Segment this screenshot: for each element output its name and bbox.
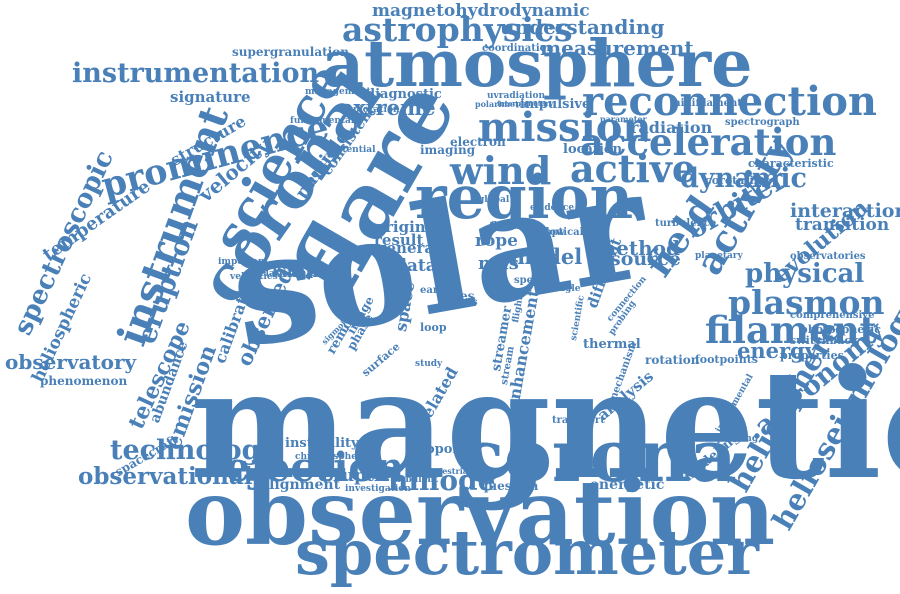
word-magnetohydrodynamic: magnetohydrodynamic [372,1,590,21]
word-method: method [595,236,680,260]
word-properties: properties [780,349,844,362]
word-turbulent: turbulent [390,475,439,485]
word-rotation: rotation [645,353,700,367]
word-corotating: corotating [705,174,770,187]
word-observational: observational [78,463,253,490]
word-plasmon: plasmon [728,283,885,322]
word-characteristic: characteristic [748,157,834,170]
word-hinode: hinode [388,464,496,497]
word-thermal: thermal [583,337,641,352]
word-ejection: ejection [225,444,405,491]
word-signature: signature [170,88,251,106]
word-interaction: interaction [790,200,900,222]
word-cmes: cmes [440,289,475,303]
word-evidence: evidence [530,203,575,213]
word-measurement: measurement [540,36,694,60]
word-electron: electron [450,135,506,149]
word-interplanetary: interplanetary [497,99,554,108]
word-general: general [376,239,440,257]
word-transition: transition [795,215,890,235]
word-alignment: alignment [260,477,341,493]
word-velocities: velocities [230,272,278,282]
word-understanding: understanding [500,15,665,39]
word-flaring: flaring [490,221,528,232]
word-management: management [305,87,371,97]
word-observation: observation [185,460,776,566]
word-global: global [478,195,510,205]
word-topology: topology [420,442,483,457]
word-imaging: imaging [420,143,476,157]
word-exploration: exploration [342,105,400,115]
word-photospheric: photospheric [800,323,881,336]
word-investigation: investigation [345,484,411,494]
word-source: source [610,248,681,270]
word-energetic: energetic [590,477,665,493]
word-technology: technology [110,435,277,466]
word-kinetic: kinetic [272,265,327,281]
word-eruptive: eruptive [322,466,402,486]
word-instability: instability [285,436,359,451]
word-rope: rope [475,231,518,251]
word-filament: filament [705,308,877,352]
word-corresponding: corresponding [685,434,759,444]
word-planetary: planetary [695,251,743,261]
word-footpoints: footpoints [695,353,758,366]
word-result: result [374,231,424,249]
word-fundamental: fundamental [290,116,355,126]
word-mission: mission [478,104,652,151]
word-acceleration: acceleration [580,120,837,164]
word-reconnection: reconnection [582,78,877,125]
word-spectrometer: spectrometer [295,516,759,589]
word-observatories: observatories [790,251,866,262]
word-parameter: parameter [600,114,647,124]
word-minifilament: minifilament [670,98,742,109]
word-important: important [218,257,269,267]
word-spectra: spectra [514,275,556,286]
word-spectrograph: spectrograph [725,117,800,128]
word-polarimeter: polarimeter [475,99,528,109]
word-wind: wind [450,148,552,193]
word-mas: mas [478,253,519,274]
word-impulsive: impulsive [520,97,591,112]
word-atmosphere: atmosphere [322,26,753,102]
word-corona: corona [460,413,737,498]
word-chromosphere: chromosphere [295,452,368,462]
word-earth: earth [420,285,450,296]
word-origin: origin [375,218,426,236]
word-observatory: observatory [5,350,137,374]
word-switchback: switchback [790,334,859,347]
word-magnetic: magnetic [190,337,900,513]
word-radiation: radiation [630,118,713,137]
word-study: study [415,359,443,369]
word-extreme: extreme [340,95,436,120]
word-supergranulation: supergranulation [232,45,349,59]
word-relationship: relationship [255,269,317,279]
word-diagnostic: diagnostic [366,87,442,102]
word-region: region [415,163,634,233]
word-model: model [510,244,583,269]
word-dynamic: dynamic [680,163,807,194]
word-astrophysics: astrophysics [342,10,573,49]
word-active: active [570,146,697,191]
word-single: single [550,284,581,294]
word-data: data [395,256,437,276]
word-location: location [563,142,623,157]
word-energy: energy [737,338,817,363]
word-loop: loop [420,321,447,334]
word-optical: optical [545,227,584,238]
word-instrumentation: instrumentation [72,58,320,89]
word-question: question [480,479,539,493]
word-upflow: upflow [528,227,565,238]
word-potential: potential [330,145,376,155]
word-class: class [450,297,478,308]
word-turbulence: turbulence [655,218,717,229]
word-phenomenon: phenomenon [40,374,128,388]
word-coordination: coordination [482,43,554,54]
word-physical: physical [745,259,865,289]
word-uvradiation: uvradiation [487,91,546,101]
word-comprehensive: comprehensive [790,310,875,321]
word-terrestrial: terrestrial [425,466,471,476]
word-transport: transport [552,415,605,426]
